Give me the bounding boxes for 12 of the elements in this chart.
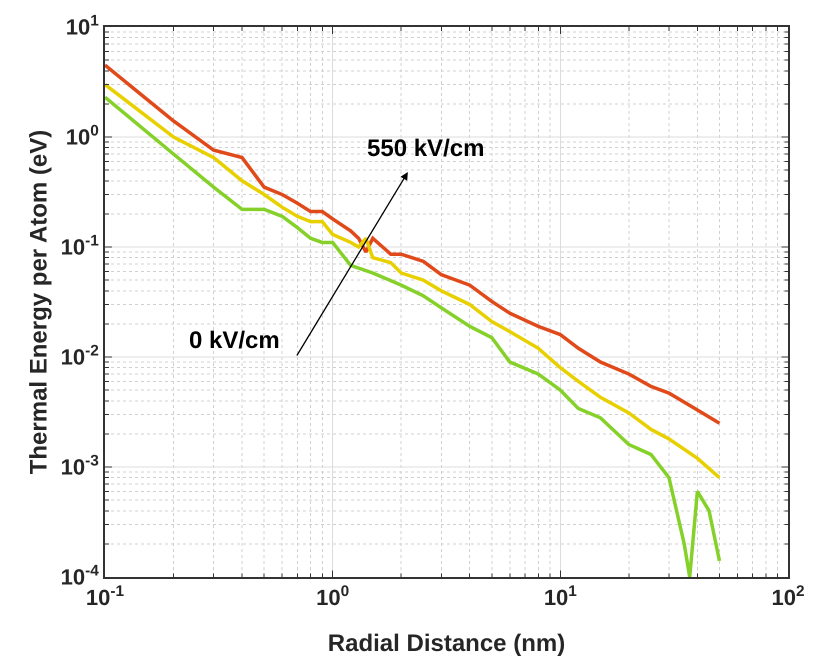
x-tick-label: 10$^{0}$: [316, 582, 350, 610]
y-tick-label: 10$^{0}$: [66, 122, 99, 150]
y-tick-label: 10$^{-2}$: [60, 342, 99, 370]
x-tick-label: 10$^{1}$: [544, 582, 578, 610]
y-tick-label: 10$^{1}$: [66, 12, 100, 40]
annotation: 0 kV/cm: [189, 327, 280, 354]
x-axis-title: Radial Distance (nm): [328, 630, 566, 657]
y-axis-title: Thermal Energy per Atom (eV): [26, 130, 52, 474]
x-tick-label: 10$^{2}$: [771, 582, 805, 610]
y-tick-label: 10$^{-1}$: [60, 232, 100, 260]
y-tick-label: 10$^{-3}$: [60, 452, 99, 480]
annotation: 550 kV/cm: [367, 135, 484, 162]
